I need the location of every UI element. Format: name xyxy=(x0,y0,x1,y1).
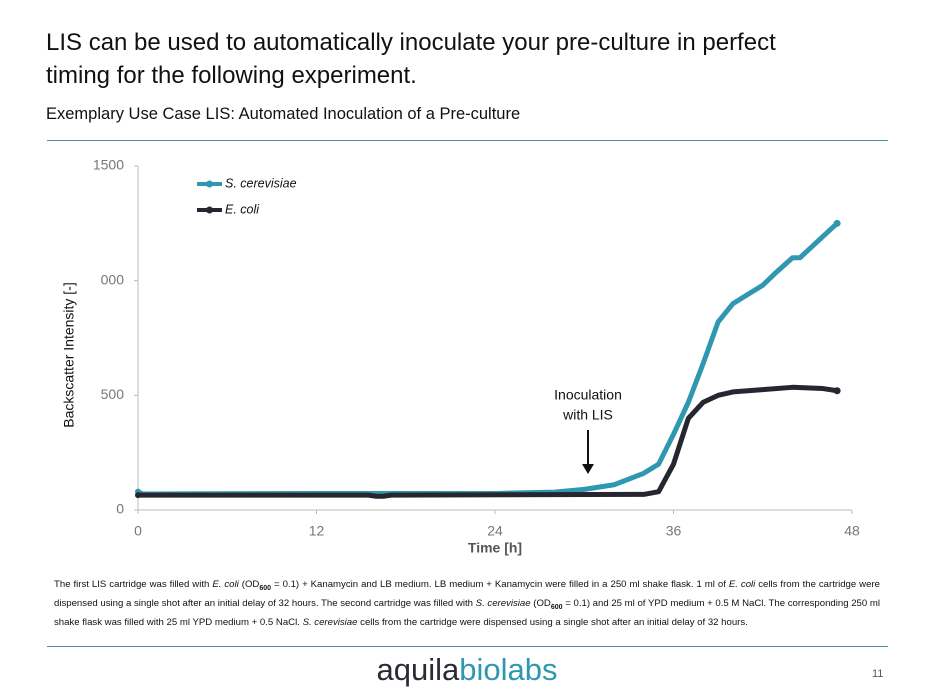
divider xyxy=(47,646,888,647)
caption-text: 600 xyxy=(259,584,272,592)
series-line xyxy=(135,384,840,499)
x-tick-label: 36 xyxy=(666,523,682,539)
x-tick-label: 0 xyxy=(134,523,142,539)
caption-text: = 0.1) and 25 ml of YPD medium + 0.5 M N… xyxy=(54,597,881,628)
y-tick-label: 0 xyxy=(116,501,124,517)
logo: aquilabiolabs xyxy=(0,652,934,688)
legend-marker xyxy=(206,206,213,214)
legend-label: E. coli xyxy=(225,202,260,216)
caption-text: E. coli xyxy=(212,579,239,590)
series-marker xyxy=(135,492,141,499)
y-tick-label: 000 xyxy=(101,271,125,287)
x-tick-label: 24 xyxy=(487,523,503,539)
series-line xyxy=(135,220,840,497)
caption-text: 600 xyxy=(550,603,563,611)
subtitle: Exemplary Use Case LIS: Automated Inocul… xyxy=(46,105,521,123)
chart: Backscatter Intensity [-] Time [h] Inocu… xyxy=(61,157,860,556)
x-axis-title: Time [h] xyxy=(468,540,522,556)
annotation-arrow-head xyxy=(582,464,594,474)
page-number: 11 xyxy=(872,668,884,680)
caption: The first LIS cartridge was filled with … xyxy=(54,577,880,630)
legend-marker xyxy=(206,180,213,188)
divider xyxy=(47,140,888,141)
y-tick-label: 1500 xyxy=(93,157,124,173)
series-marker xyxy=(833,387,841,395)
caption-text: cells from the cartridge were dispensed … xyxy=(54,579,880,609)
caption-text: (OD xyxy=(238,579,260,590)
logo-text: biolabs xyxy=(459,652,558,687)
logo-text: aquila xyxy=(376,652,460,687)
caption-text: = 0.1) + Kanamycin and LB medium. LB med… xyxy=(271,579,729,590)
caption-text: (OD xyxy=(530,597,551,609)
caption-text: S. cerevisiae xyxy=(475,597,531,609)
x-tick-label: 48 xyxy=(844,523,860,539)
x-tick-label: 12 xyxy=(309,523,325,539)
legend-label: S. cerevisiae xyxy=(225,176,297,190)
annotation: with LIS xyxy=(562,407,613,423)
annotation: Inoculation xyxy=(554,387,622,403)
caption-text: cells from the cartridge were dispensed … xyxy=(357,616,748,628)
y-axis-title: Backscatter Intensity [-] xyxy=(61,282,77,428)
series-marker xyxy=(833,219,841,227)
caption-text: The first LIS cartridge was filled with xyxy=(54,579,213,590)
caption-text: E. coli xyxy=(728,579,756,590)
y-tick-label: 500 xyxy=(101,386,125,402)
headline: LIS can be used to automatically inocula… xyxy=(46,29,776,89)
caption-text: S. cerevisiae xyxy=(302,616,358,628)
